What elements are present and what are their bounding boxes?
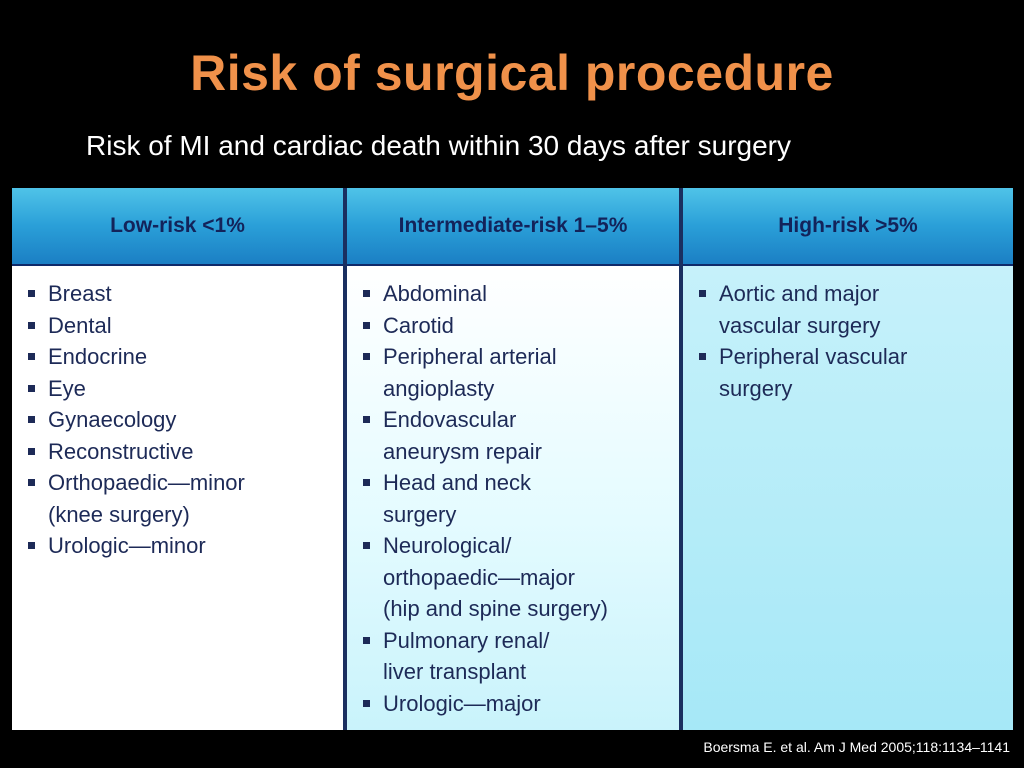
list-item: Dental xyxy=(24,310,335,342)
list-item: Reconstructive xyxy=(24,436,335,468)
list-item: Abdominal xyxy=(359,278,671,310)
slide-title: Risk of surgical procedure xyxy=(190,45,834,101)
intermediate-risk-body: Abdominal Carotid Peripheral arterial an… xyxy=(347,266,679,730)
list-item: Peripheral vascular surgery xyxy=(695,341,1005,404)
list-item: Urologic—minor xyxy=(24,530,335,562)
high-risk-header: High-risk >5% xyxy=(683,188,1013,266)
citation: Boersma E. et al. Am J Med 2005;118:1134… xyxy=(703,739,1010,755)
list-item: Endovascular aneurysm repair xyxy=(359,404,671,467)
list-item: Aortic and major vascular surgery xyxy=(695,278,1005,341)
list-item: Gynaecology xyxy=(24,404,335,436)
low-risk-header: Low-risk <1% xyxy=(12,188,343,266)
list-item: Pulmonary renal/ liver transplant xyxy=(359,625,671,688)
slide-subtitle: Risk of MI and cardiac death within 30 d… xyxy=(86,130,792,161)
low-risk-body: Breast Dental Endocrine Eye Gynaecology … xyxy=(12,266,343,730)
high-risk-list: Aortic and major vascular surgery Periph… xyxy=(695,278,1005,404)
risk-table: Low-risk <1% Breast Dental Endocrine Eye… xyxy=(12,188,1013,730)
list-item: Head and neck surgery xyxy=(359,467,671,530)
list-item: Breast xyxy=(24,278,335,310)
low-risk-list: Breast Dental Endocrine Eye Gynaecology … xyxy=(24,278,335,562)
intermediate-risk-list: Abdominal Carotid Peripheral arterial an… xyxy=(359,278,671,719)
list-item: Eye xyxy=(24,373,335,405)
high-risk-body: Aortic and major vascular surgery Periph… xyxy=(683,266,1013,730)
list-item: Carotid xyxy=(359,310,671,342)
intermediate-risk-column: Intermediate-risk 1–5% Abdominal Carotid… xyxy=(347,188,679,730)
list-item: Peripheral arterial angioplasty xyxy=(359,341,671,404)
list-item: Neurological/ orthopaedic—major (hip and… xyxy=(359,530,671,625)
list-item: Orthopaedic—minor (knee surgery) xyxy=(24,467,335,530)
intermediate-risk-header: Intermediate-risk 1–5% xyxy=(347,188,679,266)
list-item: Urologic—major xyxy=(359,688,671,720)
list-item: Endocrine xyxy=(24,341,335,373)
low-risk-column: Low-risk <1% Breast Dental Endocrine Eye… xyxy=(12,188,343,730)
high-risk-column: High-risk >5% Aortic and major vascular … xyxy=(683,188,1013,730)
